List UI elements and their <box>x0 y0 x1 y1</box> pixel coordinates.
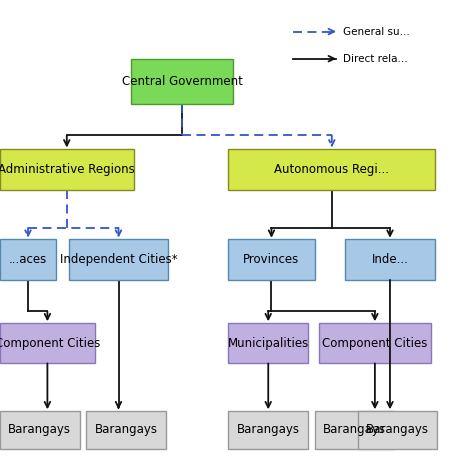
Text: Inde...: Inde... <box>372 253 409 266</box>
Text: Central Government: Central Government <box>122 75 243 88</box>
Text: Barangays: Barangays <box>9 423 72 437</box>
Text: Barangays: Barangays <box>323 423 386 437</box>
FancyBboxPatch shape <box>345 239 435 280</box>
FancyBboxPatch shape <box>0 411 80 449</box>
Text: Barangays: Barangays <box>94 423 157 437</box>
FancyBboxPatch shape <box>228 239 315 280</box>
FancyBboxPatch shape <box>0 239 56 280</box>
Text: Municipalities: Municipalities <box>228 337 309 350</box>
FancyBboxPatch shape <box>86 411 166 449</box>
Text: Autonomous Regi...: Autonomous Regi... <box>274 163 389 176</box>
Text: ...aces: ...aces <box>9 253 47 266</box>
FancyBboxPatch shape <box>228 411 308 449</box>
FancyBboxPatch shape <box>228 323 308 364</box>
Text: Direct rela...: Direct rela... <box>343 54 407 64</box>
Text: Component Cities: Component Cities <box>0 337 100 350</box>
FancyBboxPatch shape <box>69 239 168 280</box>
FancyBboxPatch shape <box>131 59 233 104</box>
Text: Barangays: Barangays <box>366 423 429 437</box>
Text: Barangays: Barangays <box>237 423 300 437</box>
Text: Component Cities: Component Cities <box>322 337 428 350</box>
FancyBboxPatch shape <box>315 411 394 449</box>
FancyBboxPatch shape <box>0 149 134 190</box>
FancyBboxPatch shape <box>228 149 435 190</box>
Text: Independent Cities*: Independent Cities* <box>60 253 177 266</box>
FancyBboxPatch shape <box>358 411 438 449</box>
FancyBboxPatch shape <box>319 323 431 364</box>
FancyBboxPatch shape <box>0 323 95 364</box>
Text: General su...: General su... <box>343 27 410 36</box>
Text: Provinces: Provinces <box>243 253 300 266</box>
Text: Administrative Regions: Administrative Regions <box>0 163 135 176</box>
